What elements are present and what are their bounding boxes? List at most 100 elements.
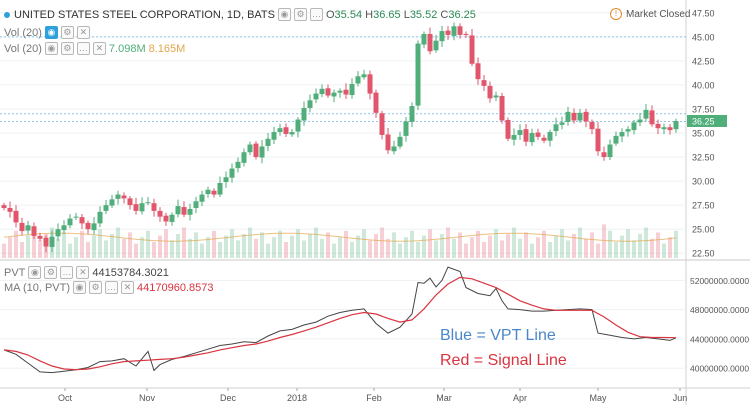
settings-icon[interactable]: ⚙	[89, 281, 103, 294]
candle-body	[511, 134, 517, 140]
pvt-tick-label: 48000000.0000	[690, 305, 749, 315]
candle-body	[517, 130, 523, 135]
volume-bar	[668, 237, 672, 258]
volume-bar	[368, 240, 372, 258]
volume-bar	[194, 232, 198, 258]
time-tick-label: May	[589, 393, 607, 403]
candle-body	[313, 93, 319, 100]
candle-body	[505, 120, 511, 139]
eye-icon[interactable]: ◉	[44, 42, 58, 55]
ma-label[interactable]: MA (10, PVT)	[4, 281, 71, 294]
candle-body	[595, 128, 601, 152]
volume-bar	[272, 237, 276, 258]
price-tick-label: 25.00	[692, 225, 715, 235]
volume-bar	[326, 232, 330, 258]
price-tick-label: 32.50	[692, 153, 715, 163]
volume-label[interactable]: Vol (20)	[4, 42, 42, 55]
candle-body	[649, 110, 655, 125]
volume-value: 7.098M	[108, 42, 146, 55]
volume-bar	[302, 240, 306, 258]
volume-bar	[230, 229, 234, 258]
candle-body	[571, 112, 577, 121]
symbol-title[interactable]: UNITED STATES STEEL CORPORATION, 1D, BAT…	[4, 9, 275, 21]
close-icon[interactable]: ✕	[121, 281, 135, 294]
settings-icon[interactable]: ⚙	[60, 42, 74, 55]
settings-icon[interactable]: ⚙	[60, 26, 74, 39]
candle-body	[637, 119, 643, 123]
candle-body	[499, 95, 505, 121]
candle-body	[115, 194, 121, 199]
candle-body	[667, 127, 673, 131]
candle-body	[109, 199, 115, 206]
candle-body	[337, 90, 343, 93]
close-icon[interactable]: ✕	[76, 26, 90, 39]
volume-bar	[620, 235, 624, 258]
candle-body	[169, 214, 175, 222]
pvt-value: 44153784.3021	[92, 266, 169, 279]
low-label: L	[403, 8, 410, 21]
volume-bar	[584, 238, 588, 258]
volume-bar	[422, 235, 426, 258]
time-tick-label: Dec	[220, 393, 237, 403]
eye-icon[interactable]: ◉	[277, 8, 291, 21]
price-tick-label: 30.00	[692, 177, 715, 187]
candle-body	[97, 211, 103, 224]
volume-bar	[524, 232, 528, 258]
candle-body	[535, 132, 541, 137]
time-tick-label: Jun	[673, 393, 688, 403]
candle-body	[277, 128, 283, 133]
volume-bar	[248, 227, 252, 258]
candle-body	[247, 144, 253, 153]
volume-bar	[500, 240, 504, 258]
indicator-label-1[interactable]: Vol (20)	[4, 26, 42, 39]
candle-body	[55, 229, 61, 237]
candle-body	[553, 124, 559, 132]
volume-bar	[644, 227, 648, 258]
volume-bar	[8, 237, 12, 258]
candle-body	[103, 205, 109, 211]
candle-body	[487, 85, 493, 99]
volume-bar	[314, 227, 318, 258]
candle-body	[157, 210, 163, 217]
settings-icon[interactable]: ⚙	[293, 8, 307, 21]
candle-body	[67, 218, 73, 226]
volume-bar	[626, 229, 630, 258]
volume-bar	[218, 242, 222, 258]
candle-body	[397, 136, 403, 147]
time-tick-label: Feb	[366, 393, 382, 403]
volume-bar	[386, 238, 390, 258]
candle-body	[37, 235, 43, 239]
volume-bar	[14, 230, 18, 258]
volume-bar	[74, 237, 78, 258]
candle-body	[457, 26, 463, 35]
candle-body	[409, 106, 415, 122]
volume-bar	[530, 243, 534, 258]
eye-icon[interactable]: ◉	[28, 266, 42, 279]
candle-body	[541, 137, 547, 141]
candle-body	[253, 143, 259, 158]
volume-bar	[92, 235, 96, 258]
close-icon[interactable]: ✕	[92, 42, 106, 55]
more-icon[interactable]: …	[76, 42, 90, 55]
candle-body	[331, 92, 337, 97]
more-icon[interactable]: …	[309, 8, 323, 21]
candle-body	[583, 111, 589, 122]
eye-icon[interactable]: ◉	[73, 281, 87, 294]
more-icon[interactable]: …	[60, 266, 74, 279]
volume-bar	[284, 242, 288, 258]
close-icon[interactable]: ✕	[76, 266, 90, 279]
candle-body	[205, 189, 211, 195]
volume-bar	[404, 237, 408, 258]
candle-body	[301, 108, 307, 121]
candle-body	[217, 183, 223, 195]
eye-icon[interactable]: ◉	[44, 26, 58, 39]
pvt-label[interactable]: PVT	[4, 266, 26, 279]
candle-body	[61, 225, 67, 231]
time-tick-label: 2018	[287, 393, 307, 403]
more-icon[interactable]: …	[105, 281, 119, 294]
candle-body	[613, 135, 619, 144]
pvt-tick-label: 44000000.0000	[690, 334, 749, 344]
settings-icon[interactable]: ⚙	[44, 266, 58, 279]
